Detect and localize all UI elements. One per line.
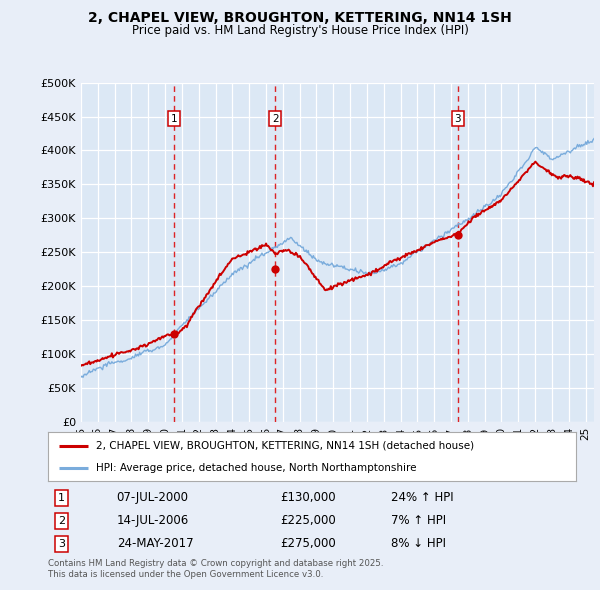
Text: 3: 3	[58, 539, 65, 549]
Text: 2: 2	[58, 516, 65, 526]
Text: 2: 2	[272, 113, 278, 123]
Text: Contains HM Land Registry data © Crown copyright and database right 2025.
This d: Contains HM Land Registry data © Crown c…	[48, 559, 383, 579]
Text: 2, CHAPEL VIEW, BROUGHTON, KETTERING, NN14 1SH: 2, CHAPEL VIEW, BROUGHTON, KETTERING, NN…	[88, 11, 512, 25]
Text: 2, CHAPEL VIEW, BROUGHTON, KETTERING, NN14 1SH (detached house): 2, CHAPEL VIEW, BROUGHTON, KETTERING, NN…	[95, 441, 473, 451]
Text: 24% ↑ HPI: 24% ↑ HPI	[391, 491, 454, 504]
Text: 24-MAY-2017: 24-MAY-2017	[116, 537, 193, 550]
Text: Price paid vs. HM Land Registry's House Price Index (HPI): Price paid vs. HM Land Registry's House …	[131, 24, 469, 37]
Text: £225,000: £225,000	[280, 514, 336, 527]
Text: £275,000: £275,000	[280, 537, 336, 550]
Text: 7% ↑ HPI: 7% ↑ HPI	[391, 514, 446, 527]
Text: 1: 1	[171, 113, 178, 123]
Text: £130,000: £130,000	[280, 491, 336, 504]
Text: 1: 1	[58, 493, 65, 503]
Text: HPI: Average price, detached house, North Northamptonshire: HPI: Average price, detached house, Nort…	[95, 463, 416, 473]
Text: 07-JUL-2000: 07-JUL-2000	[116, 491, 188, 504]
Text: 8% ↓ HPI: 8% ↓ HPI	[391, 537, 446, 550]
Text: 3: 3	[454, 113, 461, 123]
Text: 14-JUL-2006: 14-JUL-2006	[116, 514, 189, 527]
